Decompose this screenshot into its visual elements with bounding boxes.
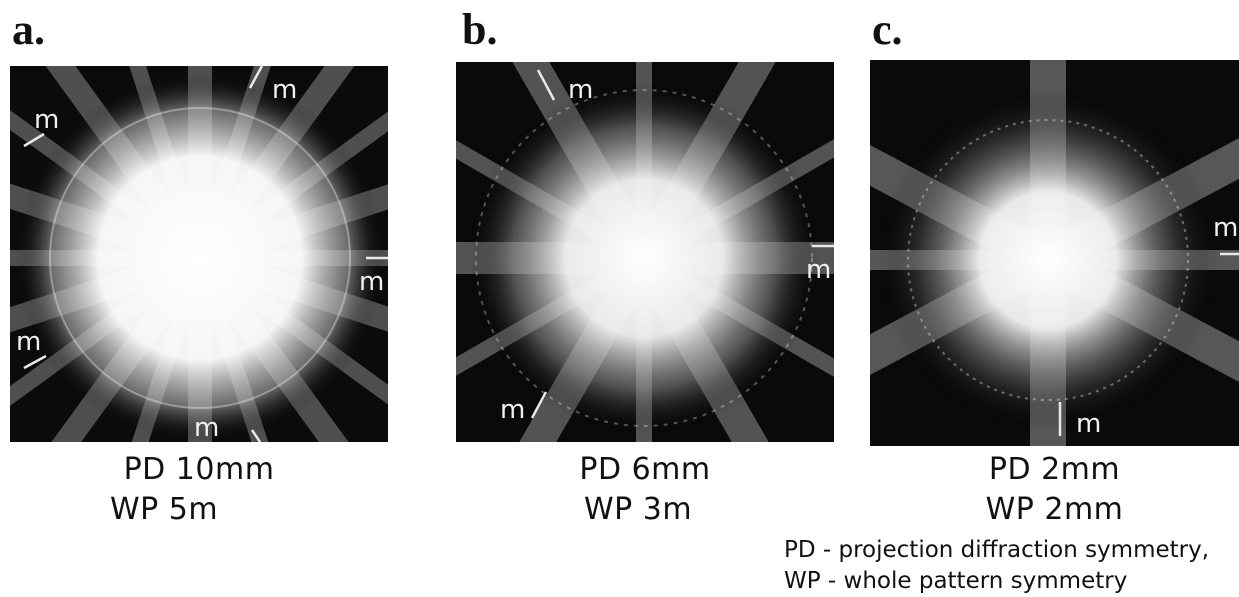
panel-a-letter: a.	[12, 5, 45, 54]
symmetry-legend: PD - projection diffraction symmetry, WP…	[784, 535, 1209, 597]
pd-symmetry-c: PD 2mm	[988, 452, 1121, 487]
pd-symmetry-a: PD 10mm	[123, 452, 275, 487]
mirror-label-a: m	[34, 105, 59, 135]
legend-wp: WP - whole pattern symmetry	[784, 568, 1128, 594]
pd-symmetry-b: PD 6mm	[579, 452, 711, 487]
diffraction-pattern-c: m m	[870, 60, 1239, 446]
mirror-label-c: m	[1213, 213, 1238, 243]
mirror-label-a: m	[359, 267, 384, 297]
caption-c: PD 2mm WP 2mm	[870, 450, 1239, 530]
caption-b: PD 6mm WP 3m	[456, 450, 834, 530]
panel-b-letter: b.	[462, 5, 498, 54]
mirror-label-b: m	[568, 75, 593, 105]
panel-c-letter: c.	[872, 5, 903, 54]
mirror-label-a: m	[16, 327, 41, 357]
diffraction-pattern-a: m m m m m	[10, 66, 388, 442]
mirror-label-b: m	[806, 255, 831, 285]
caption-a: PD 10mm WP 5m	[10, 450, 388, 530]
wp-symmetry-c: WP 2mm	[985, 492, 1124, 527]
mirror-label-a: m	[194, 413, 219, 442]
mirror-label-b: m	[500, 395, 525, 425]
wp-symmetry-a: WP 5m	[109, 492, 219, 527]
diffraction-pattern-b: m m m	[456, 62, 834, 442]
legend-pd: PD - projection diffraction symmetry,	[784, 537, 1210, 563]
mirror-label-a: m	[272, 75, 297, 105]
wp-symmetry-b: WP 3m	[583, 492, 693, 527]
mirror-label-c: m	[1076, 409, 1101, 439]
